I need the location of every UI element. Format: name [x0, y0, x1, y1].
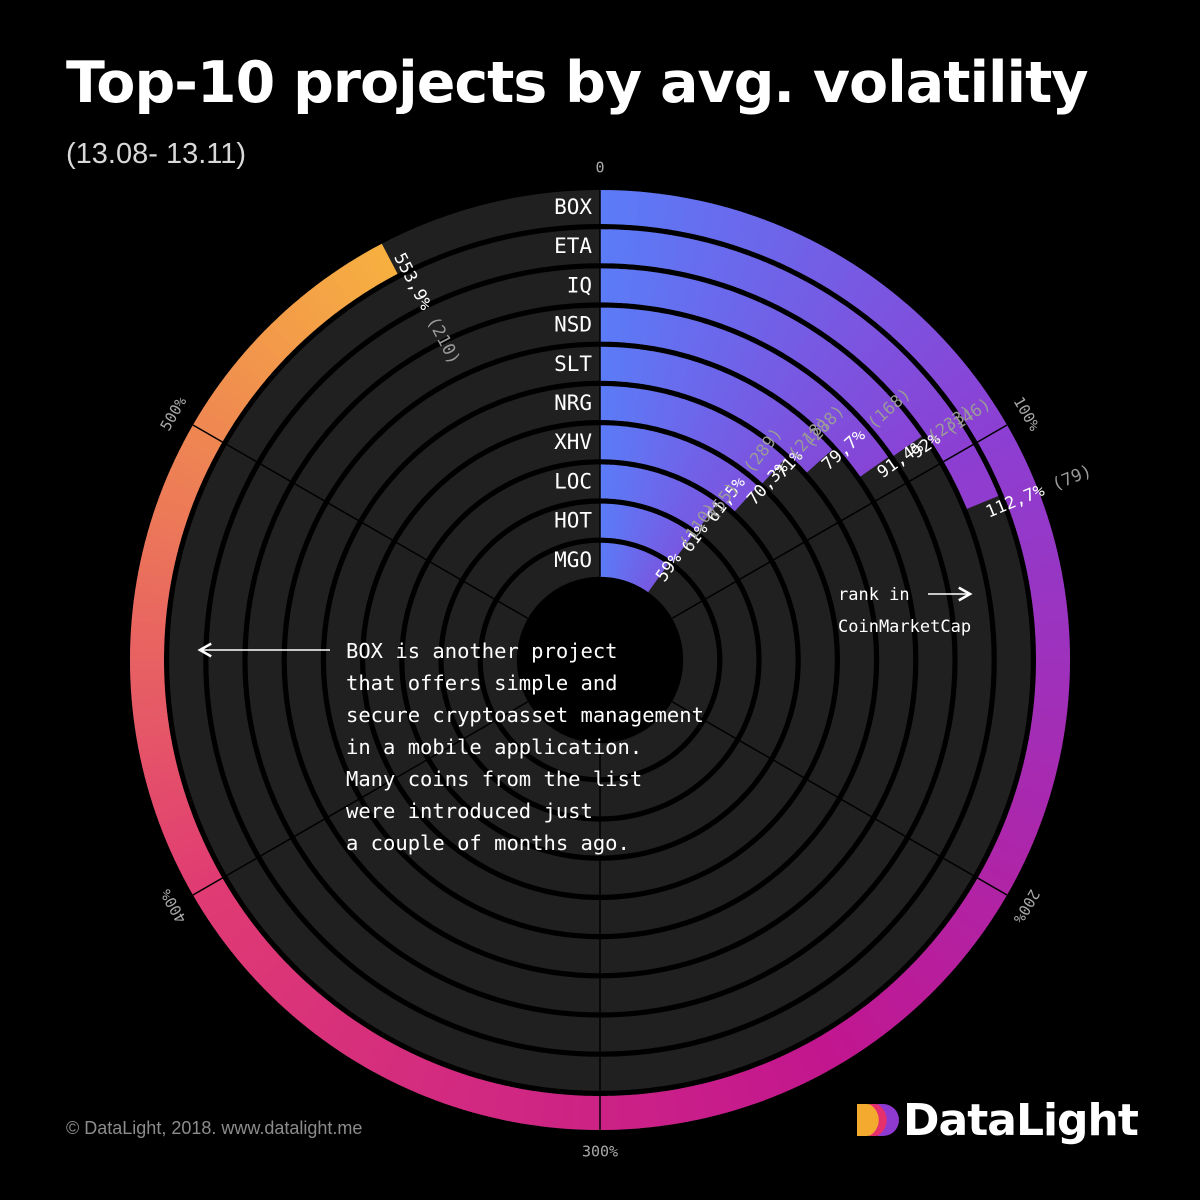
project-label-box: BOX: [554, 195, 592, 219]
axis-tick-label: 0: [595, 159, 604, 177]
project-label-nsd: NSD: [554, 313, 592, 337]
project-label-xhv: XHV: [554, 430, 592, 454]
datalight-logo: DataLight: [855, 1092, 1139, 1148]
project-label-slt: SLT: [554, 352, 592, 376]
axis-tick-label: 300%: [582, 1143, 618, 1161]
arc-loc: [599, 464, 718, 531]
rank-text: (79): [1049, 461, 1094, 495]
arc-box: [129, 189, 1071, 1131]
arc-xhv: [599, 425, 758, 512]
project-label-eta: ETA: [554, 234, 592, 258]
axis-tick-label: 200%: [1010, 886, 1044, 926]
gridline-100: [671, 424, 1008, 620]
arc-nrg: [599, 386, 786, 484]
axis-tick-label: 100%: [1010, 394, 1044, 434]
brand-name: DataLight: [903, 1094, 1139, 1146]
arc-mgo: [599, 542, 668, 593]
project-label-mgo: MGO: [554, 548, 592, 572]
gridline-200: [671, 700, 1008, 896]
project-label-hot: HOT: [554, 509, 592, 533]
arc-slt: [599, 346, 833, 473]
project-label-iq: IQ: [567, 273, 592, 297]
axis-tick-label: 500%: [157, 394, 191, 434]
gridline-400: [192, 700, 529, 896]
arc-iq: [599, 268, 922, 456]
box-annotation: BOX is another project that offers simple…: [346, 639, 704, 855]
gridline-500: [192, 424, 529, 620]
arc-nsd: [599, 307, 889, 477]
page-subtitle: (13.08- 13.11): [66, 138, 247, 170]
rank-annotation: rank in CoinMarketCap: [838, 585, 971, 637]
arc-eta: [599, 229, 999, 509]
project-label-loc: LOC: [554, 469, 592, 493]
project-label-nrg: NRG: [554, 391, 592, 415]
axis-tick-label: 400%: [157, 886, 191, 926]
page-title: Top-10 projects by avg. volatility: [66, 50, 1088, 116]
copyright: © DataLight, 2018. www.datalight.me: [66, 1118, 363, 1138]
datalight-logo-icon: [857, 1104, 899, 1136]
